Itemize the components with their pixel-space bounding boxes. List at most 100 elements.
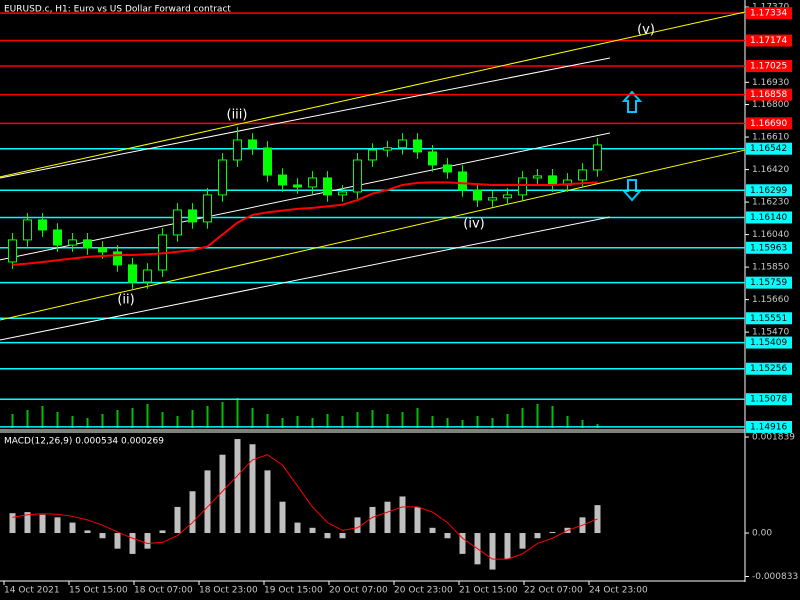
level-label: 1.17334	[750, 9, 787, 19]
level-label-box	[746, 336, 792, 349]
level-label-box	[746, 184, 792, 197]
macd-bar	[204, 470, 211, 534]
level-label-box	[746, 362, 792, 375]
candle-body	[128, 264, 137, 283]
volume-bar	[161, 412, 164, 428]
volume-bar	[116, 410, 119, 428]
volume-bar	[176, 416, 179, 428]
candle-body	[323, 177, 332, 196]
candle-body	[383, 147, 392, 151]
candle-body	[278, 174, 287, 186]
wave-label: (iv)	[463, 217, 484, 232]
y-tick-label: 1.16040	[752, 230, 789, 240]
level-label: 1.16858	[750, 90, 787, 100]
y-tick-label: 0.00	[752, 529, 772, 539]
volume-bar	[206, 406, 209, 428]
y-tick-label: 1.16930	[752, 78, 789, 88]
candle-body	[233, 139, 242, 161]
level-label: 1.16690	[750, 119, 787, 129]
macd-bar	[459, 533, 466, 554]
volume-bar	[491, 418, 494, 428]
level-label-box	[746, 88, 792, 101]
macd-bar	[414, 506, 421, 534]
volume-bar	[311, 418, 314, 428]
volume-bar	[101, 414, 104, 428]
volume-bar	[341, 416, 344, 428]
level-label: 1.15963	[750, 243, 787, 253]
x-tick-label: 18 Oct 23:00	[199, 586, 258, 596]
macd-bar	[249, 444, 256, 534]
macd-bar	[159, 530, 166, 534]
macd-bar	[69, 522, 76, 534]
level-label-box	[746, 142, 792, 155]
candle-body	[83, 239, 92, 249]
macd-bar	[354, 517, 361, 534]
level-label-box	[746, 393, 792, 406]
macd-bar	[339, 533, 346, 539]
volume-bar	[581, 420, 584, 428]
volume-bar	[266, 414, 269, 428]
volume-bar	[446, 418, 449, 428]
volume-bar	[431, 416, 434, 428]
macd-bar	[489, 533, 496, 570]
volume-bar	[281, 418, 284, 428]
trend-line	[0, 11, 746, 178]
macd-title: MACD(12,26,9) 0.000534 0.000269	[4, 437, 164, 447]
level-label: 1.15078	[750, 395, 787, 405]
macd-bar	[39, 514, 46, 534]
volume-bar	[191, 410, 194, 428]
level-label-box	[746, 211, 792, 224]
wave-label: (ii)	[117, 293, 134, 308]
candle-body	[443, 164, 452, 173]
candle-body	[188, 209, 197, 223]
macd-bar	[324, 533, 331, 539]
volume-bar	[371, 410, 374, 428]
level-label: 1.16140	[750, 213, 787, 223]
trend-line	[0, 57, 611, 179]
macd-bar	[309, 527, 316, 534]
y-tick-label: 1.15660	[752, 295, 789, 305]
volume-bar	[476, 416, 479, 428]
level-label-box	[746, 7, 792, 20]
level-label-box	[746, 276, 792, 289]
trend-line	[0, 149, 746, 321]
candle-body	[518, 177, 527, 196]
candle-body	[293, 184, 302, 188]
volume-bar	[326, 414, 329, 428]
volume-bar	[296, 416, 299, 428]
volume-bar	[461, 420, 464, 428]
macd-bar	[294, 522, 301, 534]
volume-bar	[221, 402, 224, 428]
macd-bar	[504, 533, 511, 560]
volume-bar	[26, 410, 29, 428]
candle-body	[173, 209, 182, 236]
wave-label: (iii)	[227, 108, 248, 123]
candle-body	[548, 175, 557, 186]
volume-bar	[386, 414, 389, 428]
candle-body	[143, 269, 152, 283]
volume-bar	[236, 398, 239, 428]
level-label-box	[746, 420, 792, 433]
x-tick-label: 14 Oct 2021	[4, 586, 60, 596]
level-label-box	[746, 117, 792, 130]
level-label-box	[746, 241, 792, 254]
volume-bar	[596, 424, 599, 428]
volume-bar	[356, 412, 359, 428]
moving-average	[12, 181, 598, 266]
volume-bar	[401, 412, 404, 428]
candle-body	[23, 219, 32, 241]
level-label-box	[746, 60, 792, 73]
volume-bar	[131, 408, 134, 428]
level-label: 1.16542	[750, 144, 787, 154]
volume-bar	[71, 416, 74, 428]
macd-bar	[369, 506, 376, 534]
macd-bar	[219, 454, 226, 534]
macd-bar	[399, 496, 406, 534]
candle-body	[473, 189, 482, 201]
volume-bar	[56, 412, 59, 428]
candle-body	[428, 151, 437, 166]
x-tick-label: 19 Oct 15:00	[264, 586, 323, 596]
volume-bar	[251, 408, 254, 428]
level-label: 1.15256	[750, 364, 787, 374]
